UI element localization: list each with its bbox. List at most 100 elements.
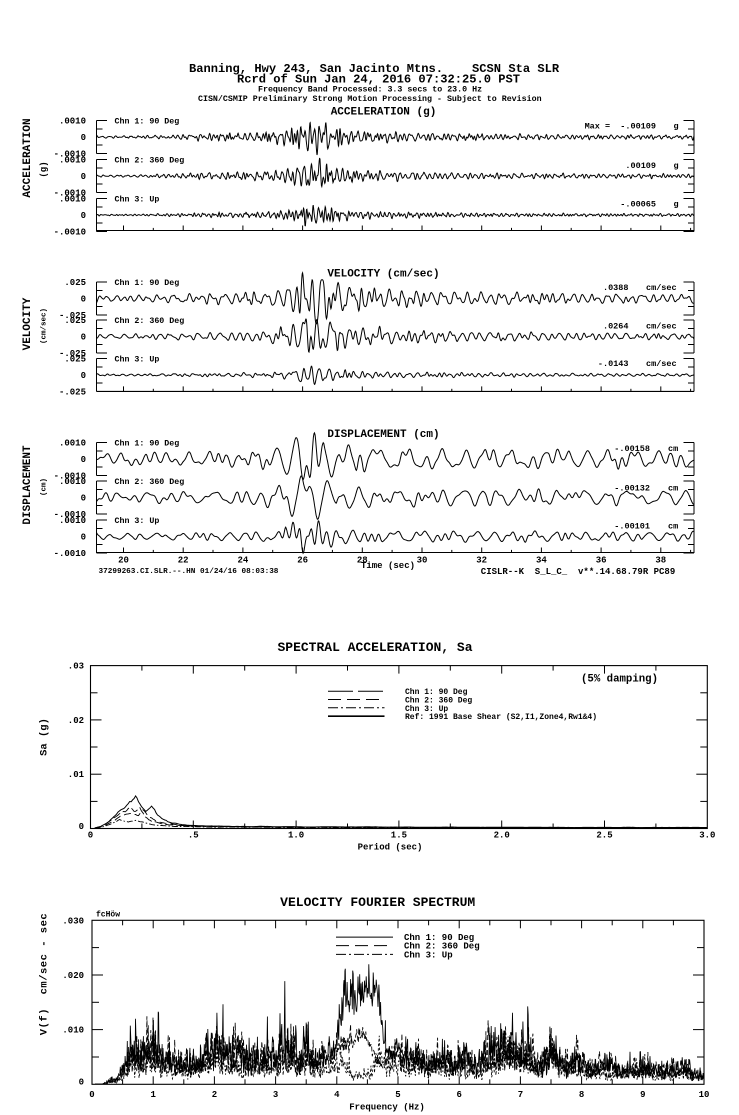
svg-text:.010: .010 [62, 1026, 84, 1036]
svg-text:0: 0 [79, 822, 84, 832]
svg-text:.030: .030 [62, 916, 84, 926]
svg-text:Chn 2: 360 Deg: Chn 2: 360 Deg [115, 477, 185, 487]
svg-text:0: 0 [79, 1077, 84, 1087]
svg-text:DISPLACEMENT (cm): DISPLACEMENT (cm) [327, 429, 439, 441]
svg-text:Chn 1: 90 Deg: Chn 1: 90 Deg [405, 688, 468, 697]
svg-text:32: 32 [476, 556, 487, 566]
svg-text:1: 1 [150, 1090, 156, 1100]
svg-text:30: 30 [417, 556, 428, 566]
svg-text:(5% damping): (5% damping) [581, 673, 658, 685]
svg-text:1.5: 1.5 [391, 831, 407, 841]
svg-text:.0264: .0264 [603, 322, 629, 332]
svg-text:-.025: -.025 [59, 349, 86, 359]
svg-text:Chn 1: 90 Deg: Chn 1: 90 Deg [115, 117, 180, 127]
svg-text:cm: cm [668, 522, 678, 532]
svg-text:.5: .5 [188, 831, 199, 841]
svg-text:cm/sec: cm/sec [646, 359, 677, 369]
svg-text:-.025: -.025 [59, 311, 86, 321]
svg-text:.025: .025 [64, 278, 86, 288]
svg-text:(cm): (cm) [41, 478, 49, 496]
svg-text:0: 0 [81, 494, 86, 504]
svg-text:0: 0 [88, 831, 93, 841]
svg-text:.025: .025 [64, 316, 86, 326]
svg-text:.0388: .0388 [603, 283, 629, 293]
svg-text:Chn 2: 360 Deg: Chn 2: 360 Deg [115, 316, 185, 326]
svg-text:.020: .020 [62, 971, 84, 981]
svg-text:0: 0 [81, 172, 86, 182]
svg-text:Period (sec): Period (sec) [358, 842, 423, 852]
svg-text:0: 0 [81, 295, 86, 305]
svg-text:VELOCITY (cm/sec): VELOCITY (cm/sec) [327, 269, 439, 281]
svg-text:ACCELERATION (g): ACCELERATION (g) [331, 107, 437, 119]
svg-text:Time (sec): Time (sec) [361, 561, 415, 571]
svg-text:36: 36 [596, 556, 607, 566]
svg-text:Frequency Band Processed: 3.3: Frequency Band Processed: 3.3 secs to 23… [258, 85, 482, 95]
svg-text:-.00132: -.00132 [614, 483, 650, 493]
svg-text:Chn 1: 90 Deg: Chn 1: 90 Deg [115, 278, 180, 288]
svg-text:cm/sec: cm/sec [646, 283, 677, 293]
svg-text:4: 4 [334, 1090, 340, 1100]
svg-text:8: 8 [579, 1090, 584, 1100]
svg-text:-.0010: -.0010 [54, 549, 86, 559]
svg-text:DISPLACEMENT: DISPLACEMENT [22, 445, 34, 525]
svg-text:g: g [674, 161, 679, 171]
svg-text:Sa (g): Sa (g) [39, 718, 51, 756]
svg-text:.00109: .00109 [625, 161, 656, 171]
svg-text:3.0: 3.0 [699, 831, 715, 841]
svg-text:Chn 2: 360 Deg: Chn 2: 360 Deg [404, 942, 480, 952]
svg-text:-.0010: -.0010 [54, 149, 86, 159]
svg-text:(cm/sec): (cm/sec) [41, 308, 49, 344]
svg-text:Max = -.00109: Max = -.00109 [585, 121, 656, 131]
svg-text:Frequency (Hz): Frequency (Hz) [349, 1103, 425, 1113]
svg-text:-.0010: -.0010 [54, 510, 86, 520]
svg-text:28: 28 [357, 556, 368, 566]
svg-text:Chn 3: Up: Chn 3: Up [405, 705, 448, 714]
svg-text:(g): (g) [39, 161, 49, 177]
svg-text:fcHöw: fcHöw [96, 911, 120, 920]
svg-text:Chn 1: 90 Deg: Chn 1: 90 Deg [404, 933, 474, 943]
svg-text:34: 34 [536, 556, 547, 566]
svg-text:.01: .01 [68, 770, 85, 780]
svg-text:9: 9 [640, 1090, 645, 1100]
svg-text:-.00065: -.00065 [620, 200, 656, 210]
svg-text:-.025: -.025 [59, 387, 86, 397]
svg-text:.0010: .0010 [59, 438, 86, 448]
svg-text:7: 7 [518, 1090, 523, 1100]
svg-text:V(f) cm/sec - sec: V(f) cm/sec - sec [39, 913, 51, 1035]
svg-text:-.0010: -.0010 [54, 471, 86, 481]
svg-text:38: 38 [655, 556, 666, 566]
svg-text:cm/sec: cm/sec [646, 322, 677, 332]
svg-text:.0010: .0010 [59, 516, 86, 526]
svg-text:-.00101: -.00101 [614, 522, 650, 532]
svg-text:SPECTRAL ACCELERATION, Sa: SPECTRAL ACCELERATION, Sa [277, 640, 472, 655]
svg-text:cm: cm [668, 444, 678, 454]
svg-text:37299263.CI.SLR.--.HN 01/24/16: 37299263.CI.SLR.--.HN 01/24/16 08:03:38 [99, 568, 279, 576]
svg-text:VELOCITY FOURIER SPECTRUM: VELOCITY FOURIER SPECTRUM [280, 895, 475, 910]
svg-text:g: g [674, 200, 679, 210]
svg-text:24: 24 [237, 556, 248, 566]
svg-text:0: 0 [89, 1090, 94, 1100]
svg-text:0: 0 [81, 211, 86, 221]
svg-text:.0010: .0010 [59, 116, 86, 126]
svg-text:0: 0 [81, 133, 86, 143]
svg-text:VELOCITY: VELOCITY [22, 297, 34, 350]
svg-text:CISLR--K S_L_C_ v**.14.68.79: CISLR--K S_L_C_ v**.14.68.79R PC89 [481, 567, 675, 577]
svg-text:22: 22 [178, 556, 189, 566]
svg-text:CISN/CSMIP Preliminary Strong: CISN/CSMIP Preliminary Strong Motion Pro… [198, 94, 542, 104]
svg-text:0: 0 [81, 455, 86, 465]
svg-text:0: 0 [81, 533, 86, 543]
svg-text:.0010: .0010 [59, 194, 86, 204]
svg-text:2: 2 [212, 1090, 217, 1100]
svg-text:0: 0 [81, 333, 86, 343]
svg-text:10: 10 [699, 1090, 710, 1100]
svg-text:26: 26 [297, 556, 308, 566]
svg-text:2.0: 2.0 [494, 831, 510, 841]
svg-text:-.0010: -.0010 [54, 227, 86, 237]
svg-text:3: 3 [273, 1090, 278, 1100]
svg-text:2.5: 2.5 [596, 831, 612, 841]
svg-text:Ref: 1991 Base Shear (S2,I1,Zo: Ref: 1991 Base Shear (S2,I1,Zone4,Rw1&4) [405, 713, 597, 722]
svg-text:Chn 3: Up: Chn 3: Up [115, 355, 160, 365]
svg-text:Chn 3: Up: Chn 3: Up [115, 195, 160, 205]
svg-text:0: 0 [81, 371, 86, 381]
svg-text:5: 5 [395, 1090, 400, 1100]
